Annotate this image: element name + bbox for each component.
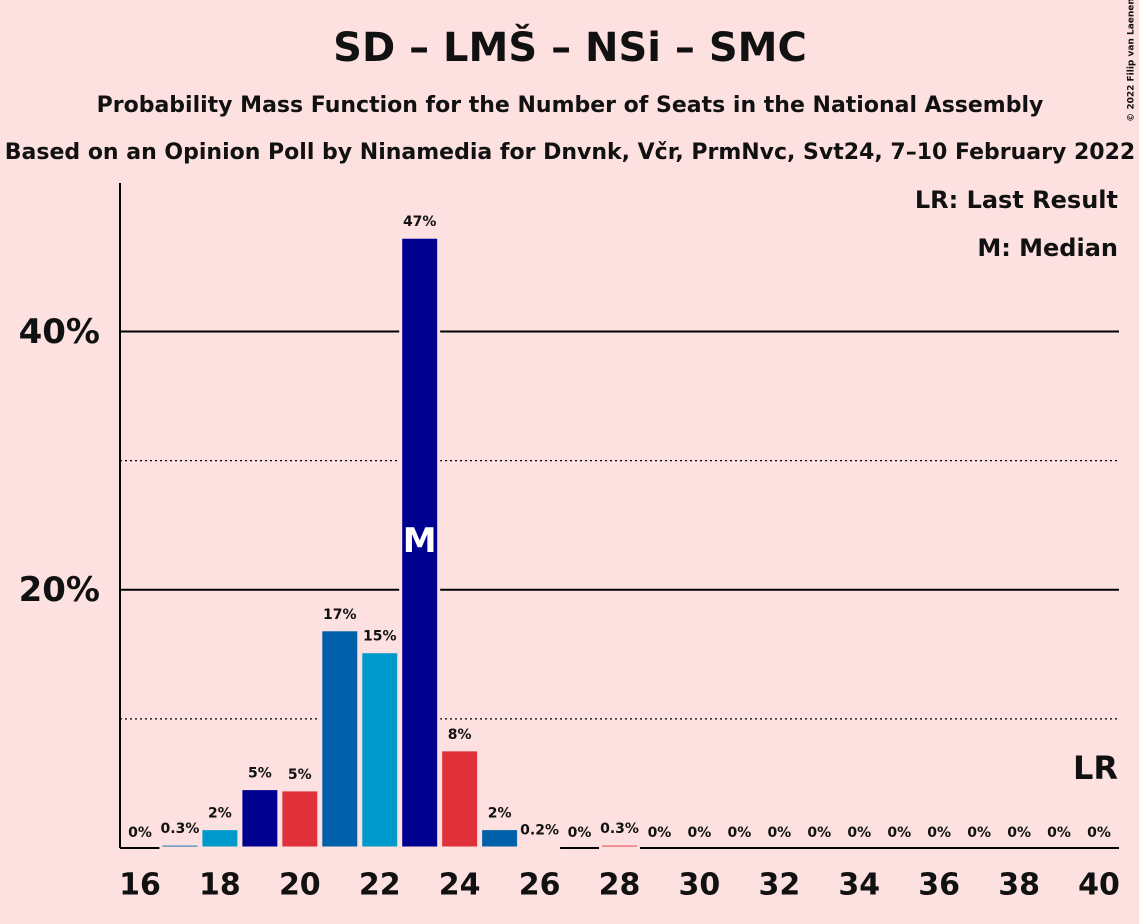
value-label: 17%: [323, 607, 357, 623]
value-label: 0.2%: [520, 822, 559, 838]
value-label: 0%: [1007, 825, 1031, 841]
value-label: 0%: [887, 825, 911, 841]
value-label: 8%: [448, 727, 472, 743]
subtitle: Based on an Opinion Poll by Ninamedia fo…: [5, 140, 1135, 165]
x-tick-label: 30: [679, 868, 721, 903]
x-tick-label: 18: [199, 868, 241, 903]
subtitle: Probability Mass Function for the Number…: [97, 93, 1044, 118]
value-label: 0%: [128, 825, 152, 841]
median-marker: M: [403, 521, 437, 561]
copyright: © 2022 Filip van Laenen: [1127, 0, 1137, 122]
y-tick-label: 40%: [19, 312, 100, 352]
x-tick-label: 38: [998, 868, 1040, 903]
chart-title: SD – LMŠ – NSi – SMC: [333, 23, 807, 71]
bar: [439, 748, 481, 850]
x-tick-label: 16: [119, 868, 161, 903]
value-label: 0%: [648, 825, 672, 841]
value-label: 15%: [363, 629, 397, 645]
x-tick-label: 20: [279, 868, 321, 903]
legend-entry: M: Median: [977, 234, 1118, 262]
x-tick-label: 24: [439, 868, 481, 903]
value-label: 5%: [288, 767, 312, 783]
value-label: 0%: [967, 825, 991, 841]
value-label: 0.3%: [161, 821, 200, 837]
x-tick-label: 32: [758, 868, 800, 903]
value-label: 0%: [688, 825, 712, 841]
bar: [599, 842, 640, 850]
value-label: 0%: [767, 825, 791, 841]
value-label: 0%: [1087, 825, 1111, 841]
bar: [239, 787, 281, 850]
x-tick-label: 26: [519, 868, 561, 903]
value-label: 5%: [248, 766, 272, 782]
value-label: 0%: [1047, 825, 1071, 841]
x-tick-label: 22: [359, 868, 401, 903]
value-label: 0%: [568, 825, 592, 841]
bar: [519, 843, 561, 850]
value-label: 2%: [488, 806, 512, 822]
last-result-marker: LR: [1073, 749, 1118, 787]
x-tick-label: 40: [1078, 868, 1120, 903]
value-label: 2%: [208, 806, 232, 822]
bar: [279, 788, 321, 850]
bar: [319, 628, 361, 850]
value-label: 0%: [847, 825, 871, 841]
bar: [479, 827, 521, 850]
y-tick-label: 20%: [19, 570, 100, 610]
legend-entry: LR: Last Result: [915, 186, 1118, 214]
x-tick-label: 28: [599, 868, 641, 903]
bar: [399, 235, 441, 850]
value-label: 0.3%: [600, 821, 639, 837]
bar: [159, 842, 201, 850]
x-tick-label: 34: [838, 868, 880, 903]
value-label: 0%: [927, 825, 951, 841]
bar: [199, 827, 241, 850]
x-tick-label: 36: [918, 868, 960, 903]
bar: [359, 650, 401, 850]
value-label: 0%: [807, 825, 831, 841]
value-label: 47%: [403, 214, 437, 230]
value-label: 0%: [727, 825, 751, 841]
